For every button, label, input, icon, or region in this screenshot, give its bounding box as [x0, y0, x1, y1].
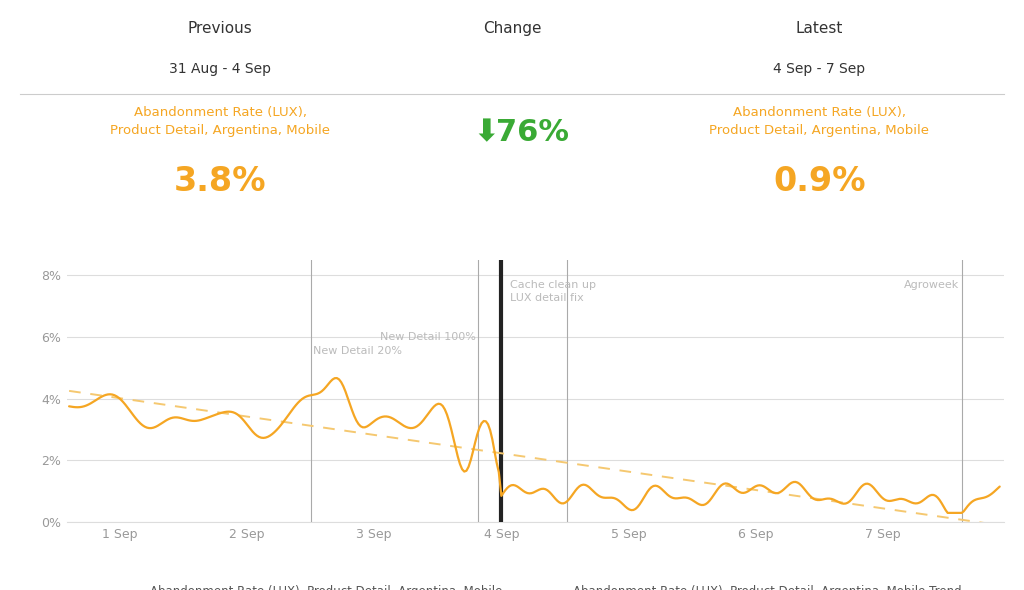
Text: 4 Sep - 7 Sep: 4 Sep - 7 Sep — [773, 62, 865, 76]
Legend: Abandonment Rate (LUX), Product Detail, Argentina, Mobile, Abandonment Rate (LUX: Abandonment Rate (LUX), Product Detail, … — [103, 581, 967, 590]
Text: Abandonment Rate (LUX),
Product Detail, Argentina, Mobile: Abandonment Rate (LUX), Product Detail, … — [710, 106, 929, 137]
Text: New Detail 20%: New Detail 20% — [313, 346, 402, 356]
Text: Latest: Latest — [796, 21, 843, 35]
Text: Change: Change — [482, 21, 542, 35]
Text: 0.9%: 0.9% — [773, 165, 865, 198]
Text: 76%: 76% — [496, 118, 569, 148]
Text: Previous: Previous — [187, 21, 253, 35]
Text: 31 Aug - 4 Sep: 31 Aug - 4 Sep — [169, 62, 271, 76]
Text: ⬇: ⬇ — [474, 118, 499, 148]
Text: Cache clean up
LUX detail fix: Cache clean up LUX detail fix — [510, 280, 596, 303]
Text: New Detail 100%: New Detail 100% — [380, 332, 476, 342]
Text: Agroweek: Agroweek — [904, 280, 959, 290]
Text: Abandonment Rate (LUX),
Product Detail, Argentina, Mobile: Abandonment Rate (LUX), Product Detail, … — [111, 106, 330, 137]
Text: 3.8%: 3.8% — [174, 165, 266, 198]
